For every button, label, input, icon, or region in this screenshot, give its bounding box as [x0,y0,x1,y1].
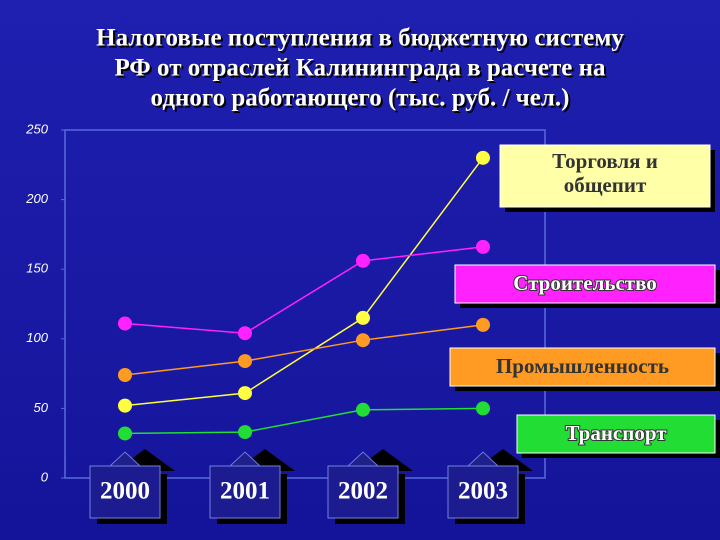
chart-title: Налоговые поступления в бюджетную систем… [96,25,624,52]
data-point [238,386,252,401]
chart-title: одного работающего (тыс. руб. / чел.) [151,85,570,112]
data-point [238,326,252,341]
legend-label: Строительство [513,271,657,295]
data-point [238,425,252,440]
legend-label: Торговля и общепит [552,149,658,197]
x-tick-label: 2000 [100,478,150,505]
chart-title: РФ от отраслей Калининграда в расчете на [114,55,606,82]
data-point [356,402,370,417]
data-point [476,401,490,416]
title-shadow: Налоговые поступления в бюджетную систем… [98,27,626,54]
legend-box [449,347,716,387]
y-tick-label: 0 [41,469,49,484]
title-shadow: одного работающего (тыс. руб. / чел.) [153,87,572,114]
data-point [118,426,132,441]
legend-label: Промышленность [496,354,669,378]
legend-label-line: общепит [564,173,647,197]
legend-box [516,414,716,454]
series-line [124,324,484,376]
data-point [356,253,370,268]
x-tick-label: 2001 [220,478,270,505]
y-tick-label: 150 [26,261,48,276]
data-point [118,367,132,382]
data-point [238,354,252,369]
data-point [356,310,370,325]
series-line [124,407,484,435]
legend-label-line: Торговля и [552,149,658,173]
y-tick-label: 50 [34,400,49,415]
series-line [124,157,484,407]
data-point [118,316,132,331]
title-shadow: РФ от отраслей Калининграда в расчете на [116,57,608,84]
legend-label: Транспорт [565,421,667,445]
category-box [447,465,519,519]
series-line [124,246,484,334]
category-box [89,465,161,519]
data-point [356,333,370,348]
data-point [476,239,490,254]
data-point [476,150,490,165]
data-point [476,317,490,332]
x-tick-label: 2002 [338,478,388,505]
y-tick-label: 100 [26,330,48,345]
legend-box [499,144,711,208]
x-tick-label: 2003 [458,478,508,505]
category-box [209,465,281,519]
category-box [327,465,399,519]
y-tick-label: 200 [25,191,48,206]
data-point [118,398,132,413]
legend-box [454,264,716,304]
y-tick-label: 250 [25,121,48,136]
